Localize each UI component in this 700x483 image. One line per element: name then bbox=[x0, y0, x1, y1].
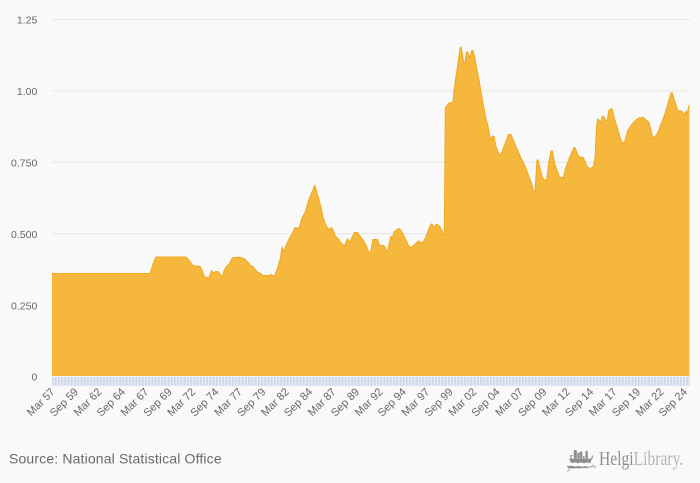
svg-text:0: 0 bbox=[31, 372, 37, 384]
svg-text:1.00: 1.00 bbox=[17, 86, 38, 98]
svg-text:0.750: 0.750 bbox=[11, 158, 37, 170]
svg-text:HelgiLibrary.: HelgiLibrary. bbox=[599, 447, 683, 469]
svg-text:1.25: 1.25 bbox=[17, 15, 38, 27]
svg-text:0.250: 0.250 bbox=[11, 300, 37, 312]
svg-text:0.500: 0.500 bbox=[11, 229, 37, 241]
svg-text:Source: National Statistical O: Source: National Statistical Office bbox=[9, 451, 222, 467]
